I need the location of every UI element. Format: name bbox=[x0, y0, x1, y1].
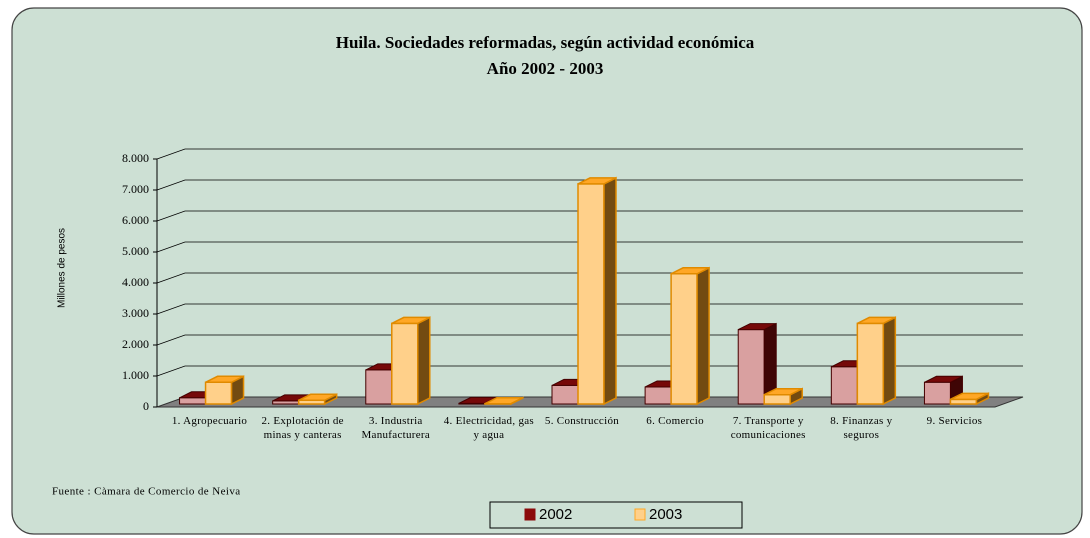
bar-top bbox=[763, 387, 803, 396]
bar bbox=[949, 392, 990, 406]
y-tick-label: 8.000 bbox=[122, 151, 149, 165]
bar-side bbox=[603, 176, 617, 406]
grid-line bbox=[156, 272, 1023, 284]
grid-line bbox=[156, 241, 1023, 253]
y-tick-label: 3.000 bbox=[122, 306, 149, 320]
bar bbox=[297, 393, 338, 406]
bar-front bbox=[737, 329, 765, 405]
bar-top bbox=[577, 177, 617, 185]
grid-line bbox=[156, 303, 1023, 315]
bar bbox=[737, 322, 777, 405]
x-tick-label: 6. Comercio bbox=[646, 415, 704, 427]
legend-label: 2002 bbox=[539, 506, 572, 523]
chart-subtitle: Año 2002 - 2003 bbox=[487, 59, 604, 78]
x-tick-label: 3. Industria Manufacturera bbox=[361, 415, 431, 441]
bar-side bbox=[696, 266, 710, 406]
x-tick-label: 8. Finanzas y seguros bbox=[830, 415, 893, 441]
y-tick-label: 1.000 bbox=[122, 368, 149, 382]
y-tick-label: 5.000 bbox=[122, 244, 149, 258]
bar bbox=[577, 176, 617, 406]
bar bbox=[763, 387, 803, 406]
bar-front bbox=[856, 322, 885, 405]
bar-side bbox=[882, 316, 897, 406]
y-tick-label: 7.000 bbox=[122, 182, 149, 196]
bar-top bbox=[737, 323, 777, 331]
bar-top bbox=[205, 375, 244, 384]
bar-side bbox=[417, 316, 431, 406]
chart-panel bbox=[11, 7, 1083, 535]
bar-top bbox=[391, 316, 431, 325]
bar-top bbox=[670, 267, 710, 275]
bar-front bbox=[670, 273, 698, 405]
y-axis-label: Millones de pesos bbox=[57, 228, 68, 308]
y-tick-label: 2.000 bbox=[122, 337, 149, 351]
x-tick-label: 1. Agropecuario bbox=[171, 415, 248, 427]
bar-front bbox=[551, 384, 579, 405]
bar-front bbox=[577, 183, 605, 405]
bar-front bbox=[204, 381, 233, 405]
bar-front bbox=[644, 386, 672, 405]
bar-front bbox=[830, 366, 858, 405]
legend-swatch bbox=[634, 508, 646, 521]
x-tick-label: 5. Construcción bbox=[544, 415, 620, 427]
y-tick-label: 4.000 bbox=[122, 275, 149, 289]
bar-top bbox=[856, 316, 896, 325]
bar-front bbox=[391, 322, 419, 405]
bar-front bbox=[365, 369, 393, 405]
bar-front bbox=[923, 381, 951, 405]
x-tick-label: 9. Servicios bbox=[926, 415, 983, 427]
y-tick-label: 0 bbox=[143, 399, 149, 413]
bar-front bbox=[763, 393, 791, 405]
grid-line bbox=[156, 148, 1023, 160]
legend-swatch bbox=[524, 508, 536, 521]
legend-label: 2003 bbox=[649, 506, 682, 523]
source-note: Fuente : Càmara de Comercio de Neiva bbox=[52, 486, 241, 498]
bar bbox=[856, 316, 897, 406]
bar-top bbox=[950, 392, 989, 401]
bar-top bbox=[484, 396, 524, 405]
bar bbox=[484, 396, 524, 406]
y-tick-label: 6.000 bbox=[122, 213, 149, 227]
x-tick-label: 2. Explotación de minas y canteras bbox=[261, 415, 344, 441]
bar-top bbox=[924, 375, 963, 383]
grid-line bbox=[156, 179, 1023, 191]
bar bbox=[204, 375, 245, 406]
bar bbox=[391, 316, 431, 406]
bar-top bbox=[298, 393, 338, 402]
x-tick-label: 4. Electricidad, gas y agua bbox=[443, 415, 535, 441]
bar-front bbox=[179, 397, 207, 405]
chart-title: Huila. Sociedades reformadas, según acti… bbox=[336, 33, 755, 52]
grid-line bbox=[156, 210, 1023, 222]
bar bbox=[670, 266, 710, 406]
x-tick-label: 7. Transporte y comunicaciones bbox=[730, 415, 806, 441]
